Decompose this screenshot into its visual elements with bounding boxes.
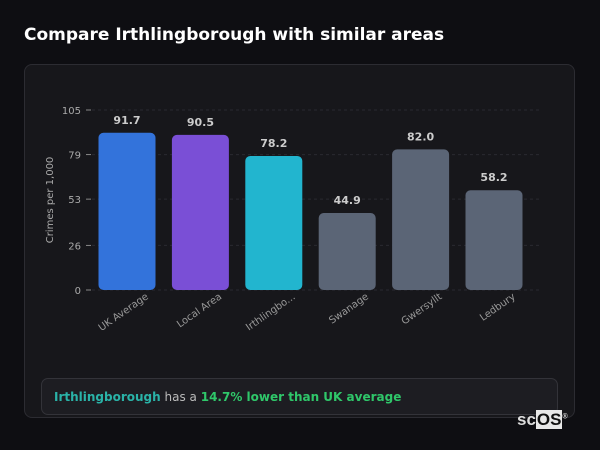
logo: scOS® [517, 410, 568, 429]
x-tick-label: Gwersyllt [400, 291, 445, 327]
bar [392, 149, 450, 290]
bar-value-label: 44.9 [334, 194, 361, 207]
bar [465, 190, 523, 290]
bar-value-label: 82.0 [407, 130, 434, 143]
y-tick-label: 79 [68, 151, 81, 162]
y-tick-label: 0 [75, 286, 81, 297]
x-tick-label: UK Average [97, 291, 151, 333]
x-tick-label: Local Area [175, 291, 224, 330]
note-text: has a [160, 390, 201, 404]
y-tick-label: 26 [68, 241, 81, 252]
y-axis-label: Crimes per 1,000 [45, 157, 56, 244]
x-tick-label: Ledbury [478, 291, 518, 323]
x-tick-label: Irthlingbo... [244, 291, 297, 333]
comparison-note: Irthlingborough has a 14.7% lower than U… [41, 378, 558, 415]
bar [245, 155, 303, 290]
bar [98, 132, 156, 290]
bar-value-label: 78.2 [260, 137, 287, 150]
place-name: Irthlingborough [54, 390, 161, 404]
comparison-value: 14.7% lower than UK average [200, 390, 402, 404]
y-tick-label: 105 [62, 106, 81, 117]
bar-value-label: 91.7 [113, 114, 140, 127]
bar [318, 213, 376, 290]
bar-value-label: 90.5 [187, 116, 214, 129]
page-title: Compare Irthlingborough with similar are… [24, 25, 445, 45]
bar [171, 134, 229, 290]
bar-value-label: 58.2 [480, 171, 507, 184]
y-tick-label: 53 [68, 195, 81, 206]
x-tick-label: Swanage [327, 291, 371, 326]
